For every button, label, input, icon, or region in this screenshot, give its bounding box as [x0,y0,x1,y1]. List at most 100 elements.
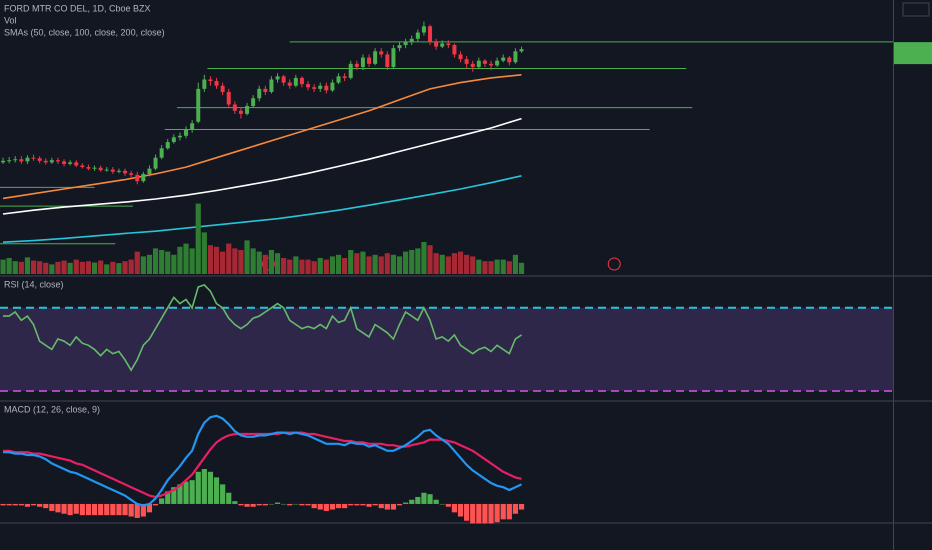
volume-bar [433,253,439,274]
volume-bar [287,259,293,274]
histogram-bar [494,503,500,523]
histogram-bar [470,503,476,524]
histogram-bar [299,503,305,506]
histogram-bar [213,477,220,504]
histogram-bar [165,491,171,504]
candle-body [165,142,170,149]
volume-bar [18,261,24,274]
histogram-bar [421,492,427,504]
labels: FORD MTR CO DEL, 1D, Cboe BZX Vol SMAs (… [4,3,165,414]
histogram-bar [378,503,384,509]
candle-body [232,104,237,111]
candle-body [25,157,30,162]
candle-body [324,85,329,91]
volume-bar [207,245,214,274]
candle-body [1,160,6,163]
histogram-bar [226,492,232,504]
volume-bar [494,259,500,274]
histogram-bar [177,484,183,504]
volume-bar [140,256,146,274]
volume-bar [49,264,55,274]
histogram-bar [207,471,214,504]
volume-bar [293,256,299,274]
histogram-bar [500,503,506,520]
rsi-title: RSI (14, close) [4,279,64,289]
candle-body [110,169,115,172]
histogram-bar [55,503,61,513]
volume-bar [79,261,85,274]
candle-body [238,110,243,114]
candle-body [373,51,378,64]
histogram-bar [518,503,525,510]
histogram-bar [281,503,287,505]
volume-bar [482,261,488,274]
volume-bar [85,261,92,274]
candle-body [251,98,256,107]
candle-body [403,41,408,46]
histogram-bar [91,503,98,516]
histogram-bar [366,503,372,507]
candle-body [501,57,506,61]
histogram-bar [30,503,37,506]
volume-bar [415,248,421,274]
volume-bar [73,259,79,274]
rsi-band [0,307,893,392]
candle-body [184,129,189,136]
histogram-bar [232,501,238,504]
histogram-bar [128,503,134,517]
candle-body [458,54,463,60]
candle-body [123,170,128,174]
volume-bar [67,262,73,274]
histogram-bar [43,503,49,509]
histogram-bar [195,471,201,504]
volume-bar [61,260,67,274]
volume-bar [329,256,336,274]
histogram-bar [79,503,85,516]
volume-bar [159,250,165,274]
volume-bar [299,259,305,274]
histogram-bar [390,503,397,510]
candle-body [354,63,359,67]
candle-body [98,167,103,171]
histogram-bar [0,503,6,506]
candle-body [452,45,457,55]
histogram-bar [274,502,281,504]
volume-bar [213,246,220,274]
histogram-bar [183,481,189,504]
volume-bar [317,258,323,274]
volume-bar [451,253,458,274]
candle-body [7,160,12,162]
histogram-bar [403,502,409,504]
histogram-bar [342,503,348,509]
candle-body [519,49,524,52]
candle-body [476,60,481,67]
histogram-bar [18,503,24,506]
volume-bar [37,261,43,274]
histogram-bar [146,503,153,513]
volume-bar [250,248,256,274]
histogram-bar [439,503,445,505]
volume-bar [116,263,122,274]
volume-bar [238,250,244,274]
candle-body [37,158,42,161]
histogram-bar [238,503,244,506]
volume-bar [104,264,110,274]
candle-body [68,162,73,164]
candle-body [74,162,79,166]
volume-bar [0,259,6,274]
histogram-bar [85,503,92,516]
histogram-bar [415,496,421,504]
candle-body [428,26,433,42]
candle-body [177,135,182,138]
volume-bar [220,251,226,274]
candle-body [269,79,274,92]
candle-body [55,160,60,162]
candle-body [385,54,390,67]
histogram-bar [110,503,116,516]
histogram-bar [409,499,415,504]
histogram-bar [116,503,122,516]
candle-body [159,148,164,158]
histogram-bar [67,503,73,516]
